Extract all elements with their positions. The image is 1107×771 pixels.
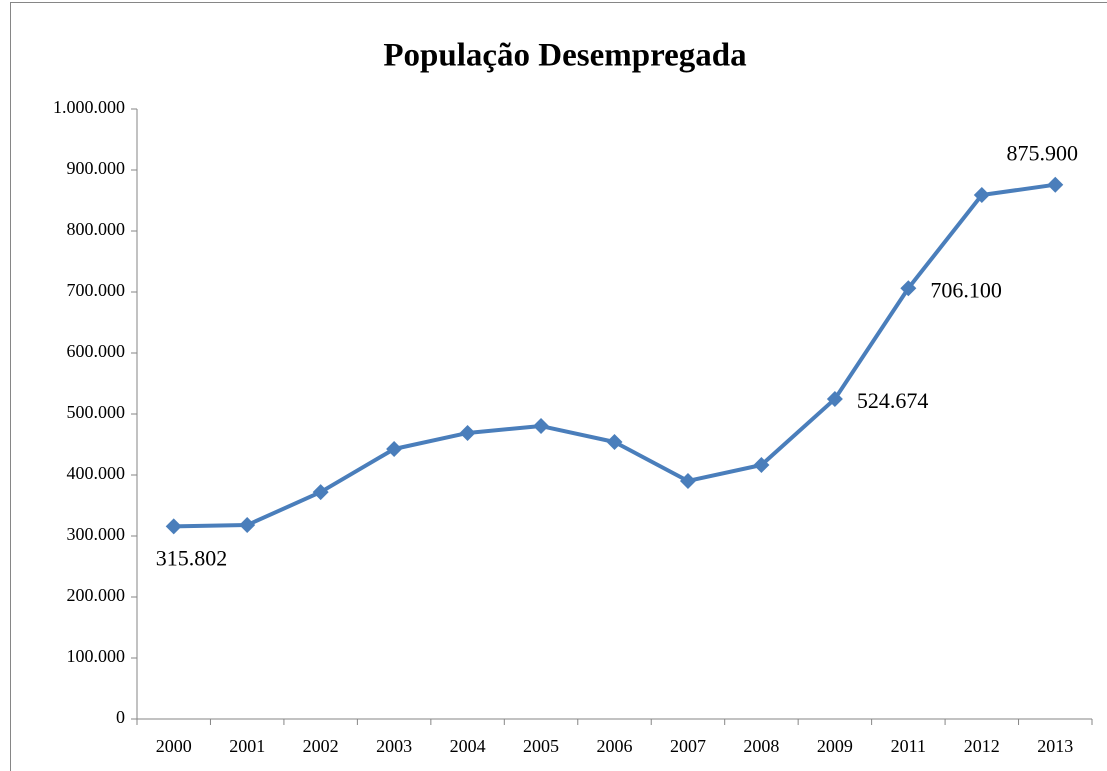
y-tick-label: 800.000 <box>67 219 126 239</box>
y-tick-label: 600.000 <box>67 341 126 361</box>
data-point <box>459 424 476 441</box>
x-tick-label: 2000 <box>156 736 192 756</box>
chart-border <box>10 2 1107 771</box>
data-point <box>533 418 550 435</box>
x-tick-label: 2011 <box>891 736 926 756</box>
x-tick-label: 2007 <box>670 736 706 756</box>
data-point <box>386 441 403 458</box>
x-tick-label: 2013 <box>1037 736 1073 756</box>
x-tick-label: 2005 <box>523 736 559 756</box>
data-label: 875.900 <box>1007 141 1079 166</box>
x-tick-label: 2002 <box>303 736 339 756</box>
y-tick-label: 1.000.000 <box>53 97 125 117</box>
x-tick-label: 2006 <box>597 736 633 756</box>
data-point <box>973 187 990 204</box>
data-point <box>606 433 623 450</box>
data-label: 706.100 <box>930 277 1002 302</box>
y-tick-label: 400.000 <box>67 463 126 483</box>
data-label: 315.802 <box>156 545 228 570</box>
data-point <box>753 456 770 473</box>
y-tick-label: 700.000 <box>67 280 126 300</box>
y-tick-label: 0 <box>116 707 125 727</box>
x-tick-label: 2003 <box>376 736 412 756</box>
y-tick-label: 900.000 <box>67 158 126 178</box>
x-tick-label: 2001 <box>229 736 265 756</box>
y-tick-label: 300.000 <box>67 524 126 544</box>
data-point <box>679 472 696 489</box>
chart-title: População Desempregada <box>383 38 746 74</box>
data-point <box>239 517 256 534</box>
data-label: 524.674 <box>857 388 929 413</box>
data-point <box>900 280 917 297</box>
data-point <box>1047 176 1064 193</box>
data-point <box>165 518 182 535</box>
y-tick-label: 100.000 <box>67 646 126 666</box>
data-point <box>826 390 843 407</box>
y-tick-label: 500.000 <box>67 402 126 422</box>
x-tick-label: 2009 <box>817 736 853 756</box>
x-tick-label: 2012 <box>964 736 1000 756</box>
y-tick-label: 200.000 <box>67 585 126 605</box>
data-point <box>312 484 329 501</box>
x-tick-label: 2008 <box>743 736 779 756</box>
x-tick-label: 2004 <box>450 736 486 756</box>
